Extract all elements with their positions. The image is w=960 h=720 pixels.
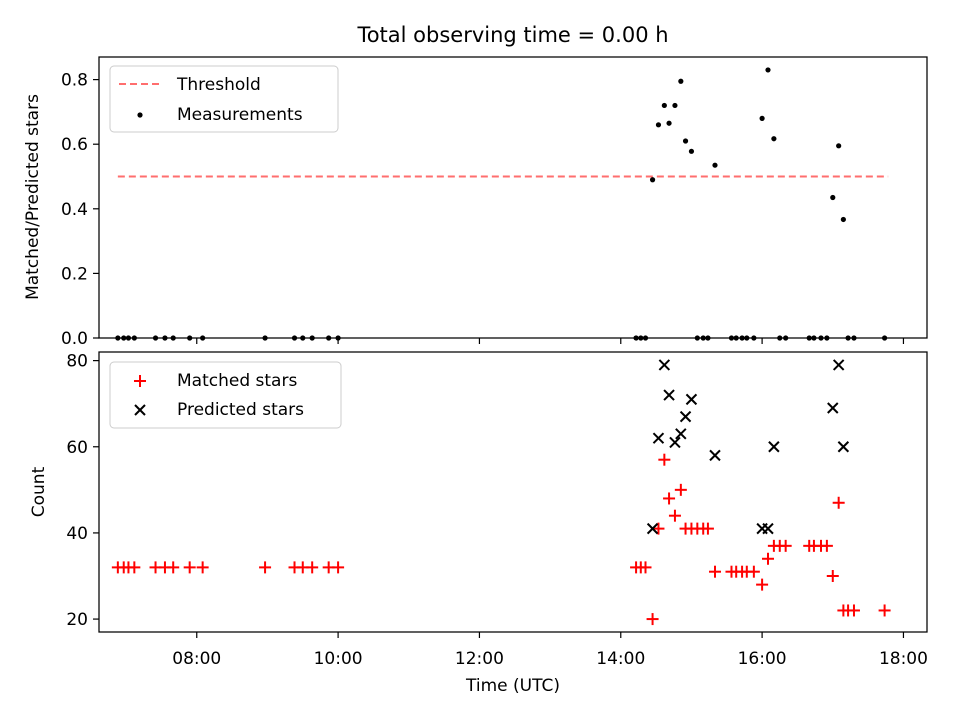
measurement-point [830,194,836,201]
bottom-x-ticks: 08:00 10:00 12:00 14:00 16:00 18:00 [172,632,928,669]
x-axis-label: Time (UTC) [465,676,560,696]
bottom-y-tick-label: 40 [66,524,88,544]
measurement-point [836,143,842,149]
bottom-y-ticks: 20 40 60 80 [66,352,99,630]
matched-point [779,539,792,552]
measurement-point [682,138,689,144]
predicted-point [827,402,839,414]
matched-point [639,561,652,574]
measurements-legend-marker [137,112,143,118]
matched-point [820,539,833,552]
measurement-point [771,136,777,142]
matched-point [652,522,665,535]
top-legend-box [109,65,339,133]
x-tick-label: 12:00 [455,649,504,669]
predicted-point [669,436,681,449]
predicted-point [837,441,850,453]
top-y-tick-label: 0.0 [61,329,88,349]
top-legend: Threshold Measurements [109,65,339,133]
bottom-legend-box [109,361,342,429]
matched-point [826,570,839,582]
matched-point [259,561,272,574]
top-y-tick-label: 0.6 [61,135,88,155]
top-y-tick-label: 0.4 [61,200,88,220]
matched-point [701,522,714,535]
measurement-point [678,78,684,84]
bottom-marks [111,359,891,626]
matched-point [668,509,681,522]
matched-point [646,613,659,626]
matched-point [128,561,141,574]
matched-point [761,552,774,565]
x-tick-label: 08:00 [172,649,221,669]
predicted-point [768,441,780,453]
measurement-point [666,120,672,126]
matched-point [167,561,180,574]
measurements-legend-label: Measurements [177,105,303,125]
bottom-plot-frame [98,351,928,633]
matched-point [747,565,760,578]
predicted-point [663,389,675,401]
predicted-point [679,410,692,423]
threshold-legend-label: Threshold [176,75,261,95]
measurement-point [661,102,667,109]
x-tick-label: 18:00 [879,649,928,669]
chart-title: Total observing time = 0.00 h [356,23,668,47]
top-y-axis-label: Matched/Predicted stars [23,94,43,300]
x-tick-label: 16:00 [738,649,787,669]
matched-point [847,604,860,617]
predicted-legend-label: Predicted stars [177,400,304,420]
bottom-y-tick-label: 80 [66,352,88,372]
matched-legend-label: Matched stars [177,371,297,391]
top-panel: 0.00.20.40.60.8 Matched/Predicted stars … [23,56,928,349]
matched-point [332,561,345,574]
x-tick-label: 10:00 [314,649,363,669]
top-y-tick-label: 0.2 [61,264,88,284]
matched-point [306,561,319,574]
predicted-point [652,432,665,444]
bottom-y-tick-label: 20 [66,610,88,630]
bottom-y-tick-label: 60 [66,438,88,458]
measurement-point [840,216,846,223]
matched-point [183,561,196,574]
predicted-point [658,359,671,371]
top-plot-frame [98,56,928,339]
matched-point [196,561,209,574]
matched-point [658,453,671,466]
top-x-ticks [196,338,905,344]
matched-legend-marker [134,375,146,387]
measurement-point [672,102,678,109]
matched-point [756,578,769,591]
predicted-point [762,522,774,535]
top-y-tick-label: 0.8 [61,71,88,91]
matched-point [708,565,721,578]
measurement-point [759,115,765,121]
top-y-ticks: 0.0 0.2 0.4 0.6 0.8 [61,71,99,349]
bottom-y-axis-label: Count [29,466,49,517]
top-marks [115,67,889,341]
matched-point [832,496,845,509]
measurement-point [765,67,771,73]
matched-point [674,483,687,496]
predicted-point [709,449,721,462]
predicted-point [646,522,659,535]
matched-point [878,604,891,617]
bottom-legend: Matched stars Predicted stars [109,361,342,429]
predicted-point [832,359,845,371]
measurement-point [655,122,662,128]
matched-point [663,492,676,505]
predicted-point [685,393,698,406]
predicted-legend-marker [134,404,146,416]
measurement-point [688,148,695,154]
measurement-point [712,162,718,168]
x-tick-label: 14:00 [596,649,645,669]
predicted-point [675,428,687,440]
measurement-point [649,177,656,183]
